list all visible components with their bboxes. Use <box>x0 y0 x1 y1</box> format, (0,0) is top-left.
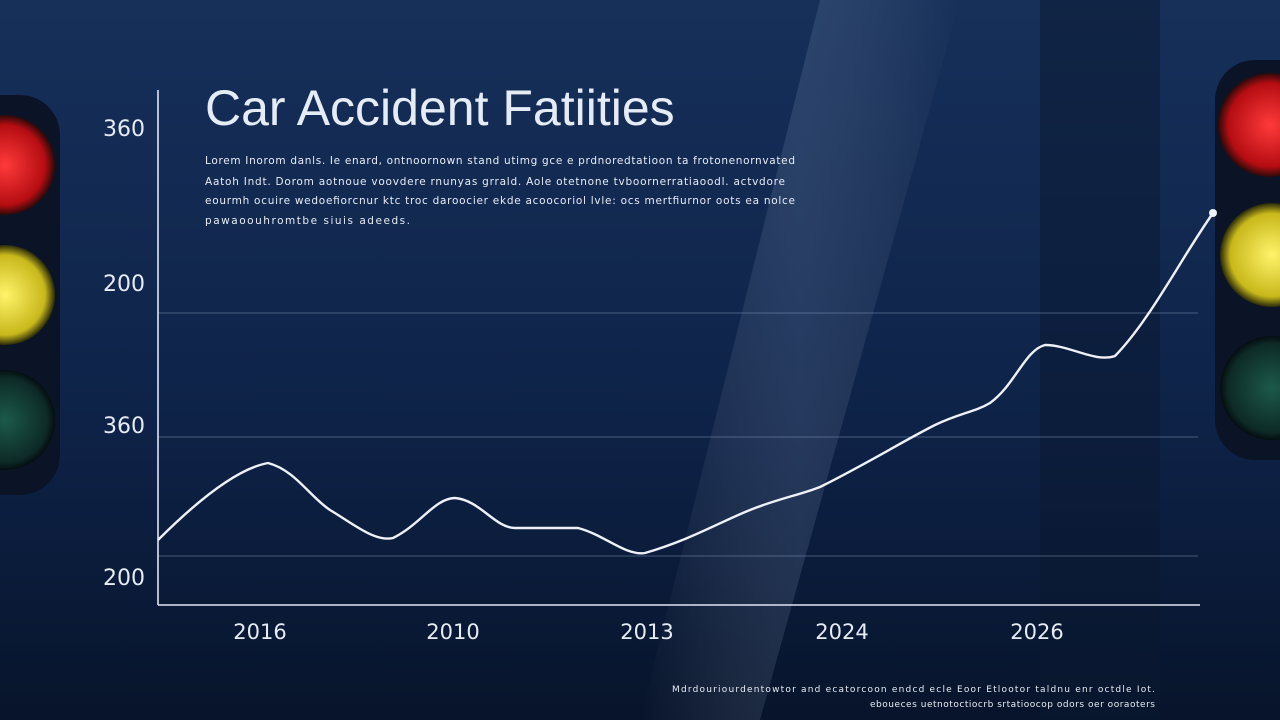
x-tick-label: 2010 <box>426 620 479 644</box>
light-beam <box>640 0 960 720</box>
description-line: eourmh ocuire wedoefiorcnur ktc troc dar… <box>205 195 795 207</box>
x-tick-label: 2024 <box>815 620 868 644</box>
x-axis-labels: 2016 2010 2013 2024 2026 <box>233 620 1063 644</box>
trend-line <box>157 212 1214 555</box>
traffic-light-left <box>0 95 60 495</box>
description-line: Lorem Inorom danls. Ie enard, ontnoornow… <box>205 155 795 167</box>
x-tick-label: 2013 <box>620 620 673 644</box>
footnote-line: Mdrdouriourdentowtor and ecatorcoon endc… <box>672 685 1155 695</box>
description-line: pawaoouhromtbe siuis adeeds. <box>205 215 410 227</box>
title: Car Accident Fatiities <box>205 80 675 136</box>
x-tick-label: 2026 <box>1010 620 1063 644</box>
footnote: Mdrdouriourdentowtor and ecatorcoon endc… <box>672 685 1155 710</box>
description: Lorem Inorom danls. Ie enard, ontnoornow… <box>205 155 795 227</box>
y-tick-label: 360 <box>103 117 145 142</box>
traffic-light-right <box>1215 60 1280 460</box>
y-axis-labels: 360 200 360 200 <box>103 117 145 591</box>
x-tick-label: 2016 <box>233 620 286 644</box>
end-point <box>1209 209 1217 217</box>
grid <box>158 312 1198 557</box>
y-tick-label: 200 <box>103 566 145 591</box>
y-tick-label: 200 <box>103 272 145 297</box>
y-tick-label: 360 <box>103 414 145 439</box>
footnote-line: eboueces uetnotoctiocrb srtatioocop odor… <box>870 700 1155 710</box>
axes <box>157 90 1200 606</box>
pillar <box>1040 0 1160 720</box>
description-line: Aatoh Indt. Dorom aotnoue voovdere rnuny… <box>205 176 785 188</box>
